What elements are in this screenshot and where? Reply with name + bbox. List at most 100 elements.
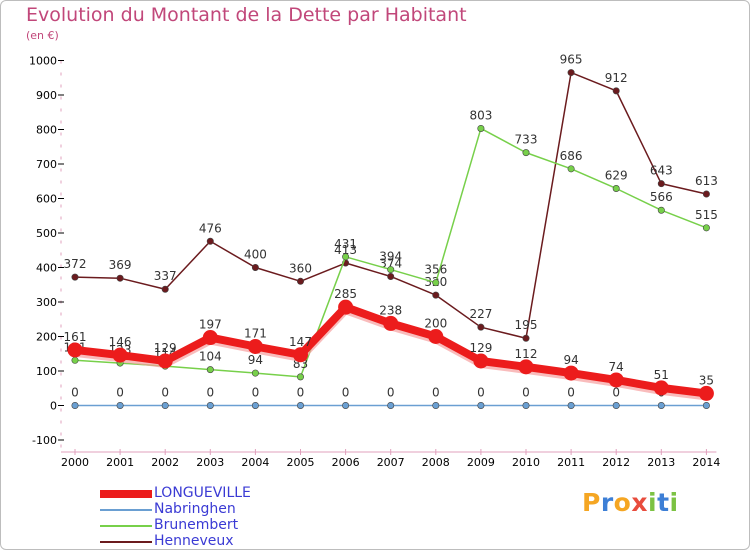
data-label-brunembert: 629	[605, 168, 628, 182]
data-point-henneveux	[251, 263, 259, 271]
x-tick-label: 2005	[287, 456, 315, 469]
data-label-longueville: 146	[109, 335, 132, 349]
data-label-brunembert: 515	[695, 208, 718, 222]
x-tick-label: 2007	[377, 456, 405, 469]
data-label-longueville: 129	[154, 341, 177, 355]
data-point-longueville	[202, 330, 218, 346]
logo-letter: x	[631, 488, 648, 517]
data-point-nabringhen	[612, 401, 620, 409]
y-tick-label: 400	[36, 262, 57, 275]
data-point-nabringhen	[342, 401, 350, 409]
data-point-longueville	[157, 353, 173, 369]
data-label-brunembert: 104	[199, 350, 222, 364]
legend-swatch	[100, 541, 152, 543]
data-point-brunembert	[342, 253, 350, 261]
data-label-nabringhen: 0	[161, 386, 169, 400]
chart-subtitle: (en €)	[26, 29, 59, 42]
data-label-nabringhen: 0	[252, 386, 260, 400]
data-point-nabringhen	[71, 401, 79, 409]
data-point-brunembert	[71, 356, 79, 364]
data-point-nabringhen	[387, 401, 395, 409]
data-point-brunembert	[296, 373, 304, 381]
legend-swatch	[100, 525, 152, 527]
data-point-brunembert	[702, 224, 710, 232]
data-label-brunembert: 686	[560, 149, 583, 163]
y-tick-label: 900	[36, 89, 57, 102]
data-point-nabringhen	[116, 401, 124, 409]
data-label-longueville: 74	[609, 360, 624, 374]
legend-swatch	[100, 509, 152, 511]
data-point-nabringhen	[206, 401, 214, 409]
legend-label: Henneveux	[154, 533, 234, 549]
data-point-brunembert	[522, 149, 530, 157]
data-point-longueville	[428, 329, 444, 344]
data-label-nabringhen: 0	[297, 386, 305, 400]
data-point-henneveux	[432, 291, 440, 299]
data-label-brunembert: 803	[469, 108, 492, 122]
data-point-longueville	[608, 372, 624, 388]
logo-letter: t	[657, 488, 670, 517]
data-label-nabringhen: 0	[342, 386, 350, 400]
x-tick-label: 2004	[241, 456, 269, 469]
data-label-longueville: 147	[289, 335, 312, 349]
x-tick-label: 2013	[647, 456, 675, 469]
chart-title: Evolution du Montant de la Dette par Hab…	[26, 4, 467, 26]
logo-letter: r	[600, 488, 614, 517]
data-point-nabringhen	[251, 401, 259, 409]
data-label-nabringhen: 0	[612, 386, 620, 400]
data-point-henneveux	[567, 69, 575, 77]
data-label-brunembert: 431	[334, 237, 357, 251]
data-point-henneveux	[522, 334, 530, 342]
data-label-longueville: 238	[379, 303, 402, 317]
data-label-nabringhen: 0	[206, 386, 214, 400]
x-tick-label: 2009	[467, 456, 495, 469]
data-point-brunembert	[477, 124, 485, 132]
data-label-brunembert: 733	[515, 133, 538, 147]
data-point-longueville	[563, 365, 579, 381]
logo-letter: P	[582, 488, 601, 517]
data-label-nabringhen: 0	[477, 386, 485, 400]
y-tick-label: 500	[36, 227, 57, 240]
data-label-henneveux: 912	[605, 71, 628, 85]
data-point-longueville	[293, 347, 308, 363]
x-tick-label: 2008	[422, 456, 450, 469]
data-point-longueville	[473, 353, 489, 369]
logo-letter: i	[669, 488, 679, 517]
data-label-longueville: 200	[424, 317, 447, 331]
data-label-nabringhen: 0	[116, 386, 124, 400]
x-tick-label: 2010	[512, 456, 540, 469]
data-point-longueville	[698, 385, 714, 401]
y-tick-label: -100	[32, 434, 57, 447]
proxiti-logo: Proxiti	[582, 488, 679, 517]
data-label-longueville: 171	[244, 327, 267, 341]
data-label-henneveux: 374	[379, 256, 402, 270]
data-label-henneveux: 369	[109, 258, 132, 272]
data-point-henneveux	[387, 272, 395, 280]
y-tick-label: 700	[36, 158, 57, 171]
data-point-henneveux	[206, 237, 214, 245]
data-label-longueville: 161	[64, 330, 87, 344]
data-label-longueville: 197	[199, 318, 222, 332]
x-tick-label: 2014	[692, 456, 720, 469]
data-label-nabringhen: 0	[522, 386, 530, 400]
data-point-nabringhen	[522, 401, 530, 409]
data-label-henneveux: 476	[199, 221, 222, 235]
data-point-henneveux	[612, 87, 620, 95]
data-point-henneveux	[161, 285, 169, 293]
logo-letter: o	[613, 488, 632, 517]
data-label-longueville: 51	[654, 368, 669, 382]
data-point-longueville	[383, 315, 399, 331]
data-point-henneveux	[657, 180, 665, 188]
data-label-henneveux: 613	[695, 174, 718, 188]
y-tick-label: 0	[50, 400, 57, 413]
data-point-longueville	[518, 359, 534, 375]
data-point-henneveux	[116, 274, 124, 282]
data-label-henneveux: 400	[244, 248, 267, 262]
data-point-brunembert	[387, 266, 395, 274]
series-line-henneveux	[74, 71, 707, 339]
y-tick-label: 600	[36, 193, 57, 206]
data-point-brunembert	[567, 165, 575, 173]
data-label-henneveux: 643	[650, 164, 673, 178]
data-point-longueville	[247, 339, 263, 355]
